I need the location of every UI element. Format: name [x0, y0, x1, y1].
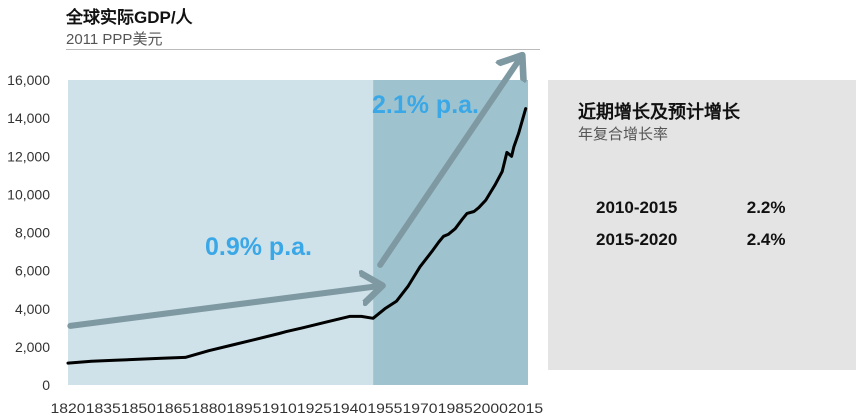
- y-tick-label: 12,000: [7, 148, 50, 164]
- x-tick-label: 1940: [332, 400, 367, 416]
- growth-summary-panel: 近期增长及预计增长 年复合增长率 2010-2015 2.2% 2015-202…: [548, 80, 856, 370]
- x-tick-label: 1985: [438, 400, 473, 416]
- x-tick-label: 1970: [403, 400, 438, 416]
- gdp-line-chart: 16,000 14,000 12,000 10,000 8,000 6,000 4,000 2…: [7, 0, 544, 416]
- header-divider: [66, 49, 540, 50]
- x-tick-label: 1820: [51, 400, 86, 416]
- trend-rate-label: 0.9% p.a.: [205, 233, 312, 261]
- x-tick-label: 2015: [508, 400, 543, 416]
- gdp-series-line: [66, 107, 528, 365]
- y-tick-label: 8,000: [15, 225, 50, 241]
- trend-arrows: [67, 57, 521, 329]
- x-tick-label: 1880: [191, 400, 226, 416]
- y-tick-label: 4,000: [15, 301, 50, 317]
- y-tick-label: 10,000: [7, 186, 50, 202]
- y-tick-label: 6,000: [15, 263, 50, 279]
- trend-arrow: [67, 286, 380, 329]
- chart-subtitle: 2011 PPP美元: [66, 31, 163, 48]
- x-tick-label: 1910: [262, 400, 297, 416]
- series-layer: [66, 107, 528, 365]
- growth-row: 2015-2020 2.4%: [596, 230, 785, 250]
- growth-period: 2015-2020: [596, 230, 678, 249]
- y-tick-label: 16,000: [7, 72, 50, 88]
- x-tick-label: 1865: [156, 400, 191, 416]
- y-tick-label: 0: [42, 377, 50, 393]
- y-tick-label: 14,000: [7, 110, 50, 126]
- trend-labels: 0.9% p.a. 2.1% p.a.: [205, 91, 479, 261]
- period-region: [68, 80, 374, 385]
- x-tick-label: 1955: [367, 400, 402, 416]
- shaded-regions: [68, 80, 528, 385]
- trend-arrow: [377, 57, 521, 268]
- growth-period: 2010-2015: [596, 198, 678, 217]
- x-tick-label: 1850: [121, 400, 156, 416]
- y-axis-ticks: 16,000 14,000 12,000 10,000 8,000 6,000 4,000 2…: [7, 72, 50, 393]
- y-tick-label: 2,000: [15, 339, 50, 355]
- growth-rate: 2.2%: [746, 198, 786, 217]
- growth-rate: 2.4%: [746, 230, 786, 249]
- growth-row: 2010-2015 2.2%: [596, 198, 785, 218]
- x-tick-label: 1925: [297, 400, 332, 416]
- panel-subtitle: 年复合增长率: [578, 126, 669, 143]
- trend-rate-label: 2.1% p.a.: [372, 91, 479, 119]
- x-tick-label: 1895: [227, 400, 262, 416]
- x-tick-label: 2000: [473, 400, 508, 416]
- x-axis-ticks: 1820 1835 1850 1865 1880 1895 1910 1925 1940 1955…: [51, 400, 544, 416]
- panel-title: 近期增长及预计增长: [578, 102, 740, 122]
- chart-title: 全球实际GDP/人: [66, 8, 193, 27]
- x-tick-label: 1835: [86, 400, 121, 416]
